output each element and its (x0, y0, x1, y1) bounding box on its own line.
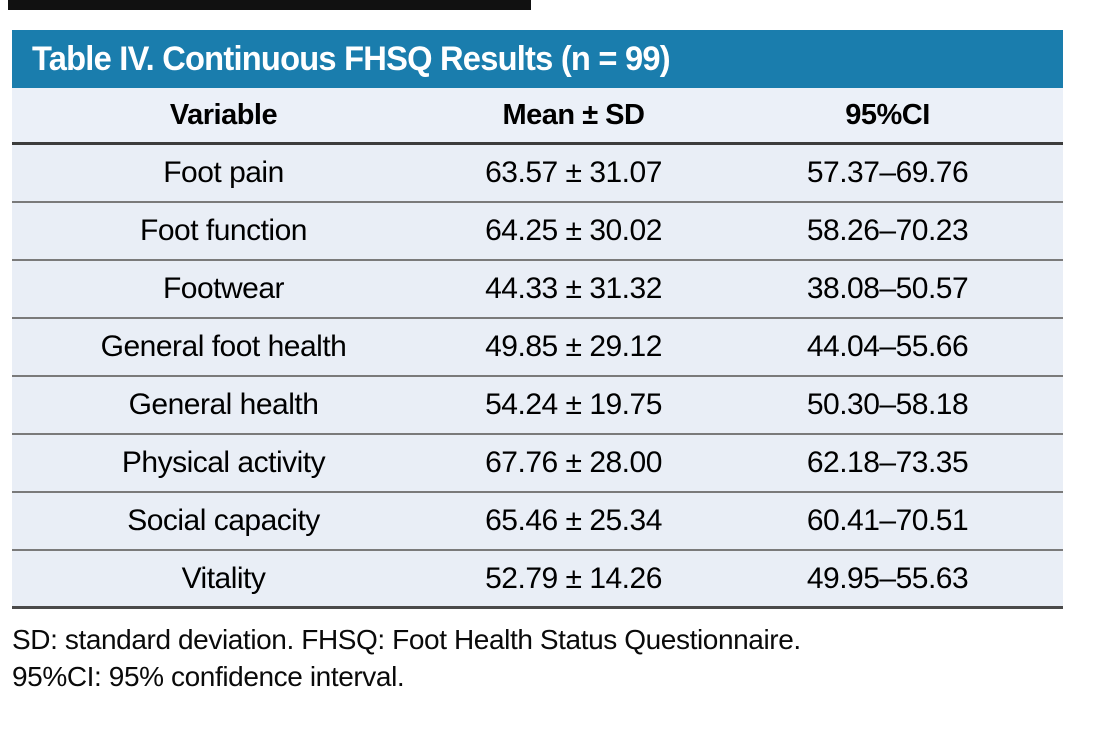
table-row: Social capacity 65.46 ± 25.34 60.41–70.5… (12, 493, 1063, 551)
table-footnotes: SD: standard deviation. FHSQ: Foot Healt… (12, 609, 1063, 695)
cell-variable: General foot health (100, 330, 347, 363)
cell-ci: 49.95–55.63 (806, 561, 969, 595)
cell-mean-sd: 65.46 ± 25.34 (485, 504, 662, 537)
cell-variable: Foot pain (163, 156, 284, 189)
table-row: General foot health 49.85 ± 29.12 44.04–… (12, 319, 1063, 377)
column-header-ci: 95%CI (845, 98, 930, 131)
cell-variable: Physical activity (121, 446, 326, 479)
cell-ci: 58.26–70.23 (806, 214, 969, 247)
cell-ci: 60.41–70.51 (806, 504, 969, 537)
cell-ci: 44.04–55.66 (806, 330, 969, 363)
table-title: Table IV. Continuous FHSQ Results (n = 9… (32, 39, 671, 78)
cell-mean-sd: 67.76 ± 28.00 (485, 446, 662, 479)
footnote-ci-definition: 95%CI: 95% confidence interval. (12, 661, 405, 692)
cell-mean-sd: 63.57 ± 31.07 (485, 156, 662, 189)
cell-mean-sd: 52.79 ± 14.26 (485, 561, 662, 595)
cell-variable: Social capacity (127, 504, 320, 537)
cell-mean-sd: 54.24 ± 19.75 (485, 388, 662, 421)
cell-ci: 62.18–73.35 (806, 446, 969, 479)
table-row: Foot function 64.25 ± 30.02 58.26–70.23 (12, 203, 1063, 261)
cell-mean-sd: 64.25 ± 30.02 (485, 214, 662, 247)
footnote-abbreviations: SD: standard deviation. FHSQ: Foot Healt… (12, 624, 801, 655)
cell-mean-sd: 44.33 ± 31.32 (485, 272, 662, 305)
cell-ci: 50.30–58.18 (806, 388, 969, 421)
cell-variable: General health (128, 388, 319, 421)
cell-mean-sd: 49.85 ± 29.12 (485, 330, 662, 363)
cell-ci: 38.08–50.57 (806, 272, 969, 305)
table-row: Vitality 52.79 ± 14.26 49.95–55.63 (12, 551, 1063, 609)
column-header-mean-sd: Mean ± SD (502, 98, 645, 131)
table-header-row: Variable Mean ± SD 95%CI (12, 88, 1063, 145)
table-row: Foot pain 63.57 ± 31.07 57.37–69.76 (12, 145, 1063, 203)
cell-variable: Foot function (140, 214, 307, 247)
top-rule-fragment (8, 0, 531, 10)
cell-variable: Footwear (162, 272, 285, 305)
table-row: Footwear 44.33 ± 31.32 38.08–50.57 (12, 261, 1063, 319)
table-row: General health 54.24 ± 19.75 50.30–58.18 (12, 377, 1063, 435)
table-row: Physical activity 67.76 ± 28.00 62.18–73… (12, 435, 1063, 493)
cell-variable: Vitality (181, 561, 266, 595)
column-header-variable: Variable (169, 98, 278, 131)
results-table: Table IV. Continuous FHSQ Results (n = 9… (12, 30, 1063, 695)
table-grid: Variable Mean ± SD 95%CI Foot pain 63.57… (12, 88, 1063, 609)
cell-ci: 57.37–69.76 (806, 156, 969, 189)
table-title-bar: Table IV. Continuous FHSQ Results (n = 9… (12, 30, 1063, 88)
